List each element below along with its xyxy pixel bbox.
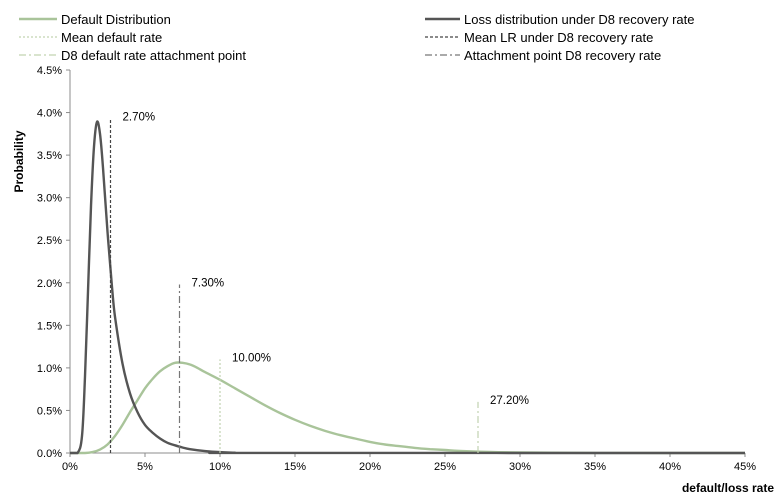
legend-entry: Mean default rate: [61, 30, 162, 45]
y-tick-label: 4.0%: [37, 108, 62, 120]
reference-label: 27.20%: [490, 395, 529, 407]
y-tick-label: 2.0%: [37, 278, 62, 290]
x-tick-label: 35%: [584, 461, 606, 473]
y-tick-label: 2.5%: [37, 235, 62, 247]
reference-label: 10.00%: [232, 352, 271, 364]
y-tick-label: 1.5%: [37, 320, 62, 332]
x-tick-label: 15%: [284, 461, 306, 473]
y-tick-label: 3.0%: [37, 193, 62, 205]
x-tick-label: 40%: [659, 461, 681, 473]
y-axis-label: Probability: [12, 130, 26, 192]
legend-entry: Mean LR under D8 recovery rate: [464, 30, 653, 45]
y-tick-label: 0.5%: [37, 405, 62, 417]
reference-label: 7.30%: [192, 277, 225, 289]
y-tick-label: 3.5%: [37, 150, 62, 162]
loss-distribution-line: [70, 120, 746, 455]
legend-entry: Attachment point D8 recovery rate: [464, 48, 661, 63]
default-distribution-line: [70, 361, 745, 455]
reference-lines: 10.00% 2.70% 27.20% 7.30%: [109, 112, 529, 453]
x-tick-label: 45%: [734, 461, 756, 473]
x-tick-label: 20%: [359, 461, 381, 473]
y-tick-label: 0.0%: [37, 448, 62, 460]
reference-label: 2.70%: [123, 112, 156, 124]
y-tick-label: 4.5%: [37, 65, 62, 77]
series-layer: [70, 120, 746, 455]
x-tick-label: 10%: [209, 461, 231, 473]
legend-entry: Default Distribution: [61, 12, 171, 27]
x-tick-label: 0%: [62, 461, 78, 473]
legend: Default Distribution Loss distribution un…: [19, 12, 695, 63]
x-tick-label: 5%: [137, 461, 153, 473]
x-axis-label: default/loss rate: [682, 481, 774, 493]
x-tick-label: 25%: [434, 461, 456, 473]
x-tick-label: 30%: [509, 461, 531, 473]
y-tick-label: 1.0%: [37, 363, 62, 375]
legend-entry: Loss distribution under D8 recovery rate: [464, 12, 695, 27]
legend-entry: D8 default rate attachment point: [61, 48, 246, 63]
axes: 0.0% 0.5% 1.0% 1.5% 2.0% 2.5% 3.0% 3.5% 4.0% 4.5%…: [37, 65, 756, 473]
